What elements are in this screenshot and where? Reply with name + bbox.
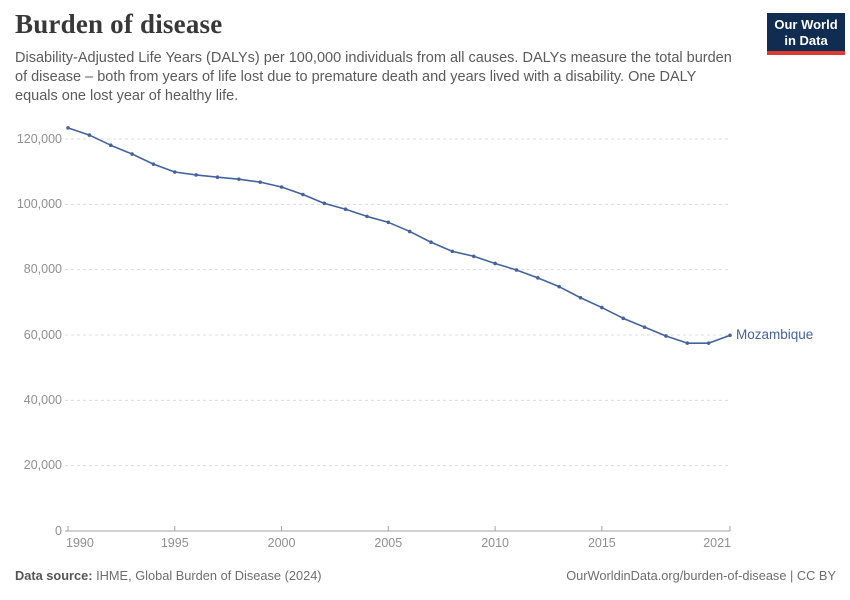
- data-point[interactable]: [514, 268, 519, 272]
- data-point[interactable]: [386, 220, 391, 225]
- logo-line-2: in Data: [784, 32, 828, 48]
- data-point[interactable]: [536, 276, 540, 280]
- data-point[interactable]: [301, 192, 305, 197]
- page-title: Burden of disease: [15, 9, 223, 39]
- data-point[interactable]: [642, 325, 647, 329]
- data-source-value: IHME, Global Burden of Disease (2024): [96, 568, 322, 583]
- data-point[interactable]: [87, 133, 92, 137]
- data-point[interactable]: [365, 214, 369, 219]
- data-source-label: Data source:: [15, 568, 93, 583]
- data-point[interactable]: [450, 249, 455, 254]
- data-point[interactable]: [429, 240, 433, 245]
- data-point[interactable]: [578, 295, 583, 300]
- data-point[interactable]: [728, 333, 732, 338]
- data-point[interactable]: [493, 261, 497, 266]
- data-point[interactable]: [194, 173, 198, 177]
- footer-credit-link[interactable]: OurWorldinData.org/burden-of-disease | C…: [566, 568, 836, 583]
- data-point[interactable]: [600, 305, 604, 310]
- data-point[interactable]: [621, 316, 626, 321]
- data-point[interactable]: [685, 341, 690, 345]
- data-point[interactable]: [66, 126, 70, 130]
- data-point[interactable]: [343, 207, 348, 212]
- owid-logo: Our World in Data: [767, 13, 845, 55]
- data-point[interactable]: [130, 152, 134, 156]
- data-point[interactable]: [279, 185, 284, 189]
- chart-subtitle: Disability-Adjusted Life Years (DALYs) p…: [15, 50, 732, 104]
- data-point[interactable]: [664, 334, 668, 338]
- data-point[interactable]: [172, 170, 177, 174]
- data-point[interactable]: [108, 143, 113, 148]
- data-point[interactable]: [557, 284, 561, 289]
- data-point[interactable]: [706, 341, 711, 345]
- trend-line[interactable]: [67, 127, 731, 344]
- data-point[interactable]: [471, 254, 476, 259]
- data-point[interactable]: [151, 162, 156, 166]
- data-point[interactable]: [407, 229, 412, 234]
- logo-line-1: Our World: [774, 17, 838, 32]
- data-source: Data source: IHME, Global Burden of Dise…: [15, 568, 322, 583]
- data-point[interactable]: [322, 201, 327, 206]
- data-point[interactable]: [237, 177, 241, 181]
- data-point[interactable]: [215, 175, 220, 180]
- data-point[interactable]: [258, 180, 262, 184]
